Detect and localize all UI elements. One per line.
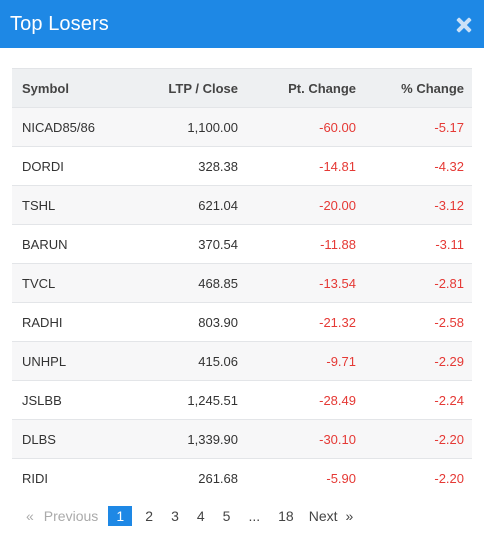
column-header-pt-change[interactable]: Pt. Change <box>288 80 356 96</box>
ltp-cell: 1,339.90 <box>187 431 238 447</box>
page-link-18[interactable]: 18 <box>278 507 294 524</box>
pt-change-cell: -14.81 <box>319 158 356 174</box>
symbol-cell[interactable]: DLBS <box>22 431 56 447</box>
losers-table: Symbol LTP / Close Pt. Change % Change N… <box>12 68 472 498</box>
ltp-cell: 261.68 <box>198 470 238 486</box>
pt-change-cell: -13.54 <box>319 275 356 291</box>
symbol-cell[interactable]: BARUN <box>22 236 68 252</box>
pct-change-cell: -2.20 <box>434 431 464 447</box>
pct-change-cell: -2.58 <box>434 314 464 330</box>
pt-change-cell: -20.00 <box>319 197 356 213</box>
pct-change-cell: -2.24 <box>434 392 464 408</box>
symbol-cell[interactable]: TSHL <box>22 197 56 213</box>
prev-arrow-icon: « <box>26 507 34 524</box>
ltp-cell: 370.54 <box>198 236 238 252</box>
page-link-2[interactable]: 2 <box>145 507 154 524</box>
column-header-pct-change[interactable]: % Change <box>401 80 464 96</box>
pt-change-cell: -5.90 <box>326 470 356 486</box>
pt-change-cell: -21.32 <box>319 314 356 330</box>
ltp-cell: 1,100.00 <box>187 119 238 135</box>
pct-change-cell: -3.11 <box>435 236 464 252</box>
table-row: JSLBB 1,245.51 -28.49 -2.24 <box>12 380 472 420</box>
previous-page-link[interactable]: Previous <box>43 507 99 524</box>
table-row: RADHI 803.90 -21.32 -2.58 <box>12 302 472 342</box>
pct-change-cell: -2.81 <box>434 275 464 291</box>
ltp-cell: 1,245.51 <box>187 392 238 408</box>
table-row: DLBS 1,339.90 -30.10 -2.20 <box>12 419 472 459</box>
page-link-3[interactable]: 3 <box>171 507 179 524</box>
page-link-5[interactable]: 5 <box>222 507 231 524</box>
pct-change-cell: -5.17 <box>434 119 464 135</box>
modal-body: Symbol LTP / Close Pt. Change % Change N… <box>0 48 484 528</box>
pct-change-cell: -2.29 <box>434 353 464 369</box>
symbol-cell[interactable]: TVCL <box>22 275 56 291</box>
ltp-cell: 415.06 <box>198 353 238 369</box>
page-link-1[interactable]: 1 <box>108 505 133 526</box>
symbol-cell[interactable]: UNHPL <box>22 353 67 369</box>
table-row: TSHL 621.04 -20.00 -3.12 <box>12 185 472 225</box>
next-page-link[interactable]: Next <box>308 507 338 524</box>
modal-header: Top Losers <box>0 0 484 48</box>
ltp-cell: 328.38 <box>198 158 238 174</box>
symbol-cell[interactable]: RIDI <box>22 470 48 486</box>
pt-change-cell: -9.71 <box>326 353 356 369</box>
page-link-4[interactable]: 4 <box>196 507 205 524</box>
symbol-cell[interactable]: DORDI <box>22 158 64 174</box>
table-row: UNHPL 415.06 -9.71 -2.29 <box>12 341 472 381</box>
modal-title: Top Losers <box>10 12 109 35</box>
pct-change-cell: -4.32 <box>434 158 464 174</box>
table-row: NICAD85/86 1,100.00 -60.00 -5.17 <box>12 107 472 147</box>
column-header-symbol[interactable]: Symbol <box>22 80 69 96</box>
ltp-cell: 621.04 <box>198 197 238 213</box>
table-header-row: Symbol LTP / Close Pt. Change % Change <box>12 68 472 108</box>
next-arrow-icon: » <box>345 507 354 524</box>
table-row: BARUN 370.54 -11.88 -3.11 <box>12 224 472 264</box>
column-header-ltp[interactable]: LTP / Close <box>168 80 238 96</box>
symbol-cell[interactable]: JSLBB <box>22 392 62 408</box>
pt-change-cell: -28.49 <box>319 392 356 408</box>
table-row: TVCL 468.85 -13.54 -2.81 <box>12 263 472 303</box>
pt-change-cell: -30.10 <box>319 431 356 447</box>
pct-change-cell: -3.12 <box>434 197 464 213</box>
pct-change-cell: -2.20 <box>434 470 464 486</box>
symbol-cell[interactable]: RADHI <box>22 314 63 330</box>
close-icon[interactable] <box>456 17 472 33</box>
pagination-ellipsis: ... <box>248 507 261 524</box>
pagination: « Previous 1 2 3 4 5 ... 18 Next » <box>12 504 472 528</box>
table-row: RIDI 261.68 -5.90 -2.20 <box>12 458 472 498</box>
pt-change-cell: -60.00 <box>319 119 356 135</box>
ltp-cell: 468.85 <box>198 275 238 291</box>
pt-change-cell: -11.88 <box>320 236 356 252</box>
table-row: DORDI 328.38 -14.81 -4.32 <box>12 146 472 186</box>
ltp-cell: 803.90 <box>198 314 238 330</box>
symbol-cell[interactable]: NICAD85/86 <box>22 119 95 135</box>
